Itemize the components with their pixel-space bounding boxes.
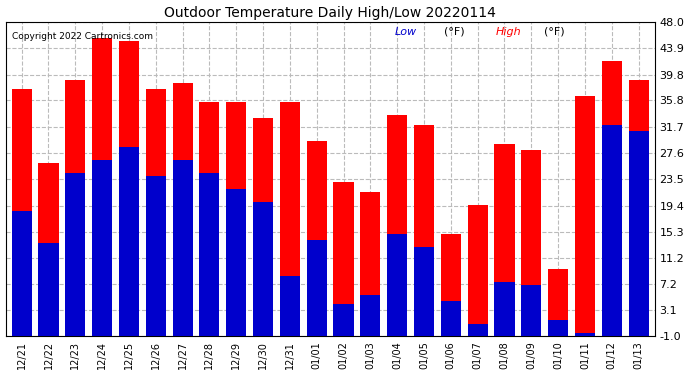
Bar — [306, 240, 327, 336]
Bar — [575, 96, 595, 336]
Text: Low: Low — [395, 27, 417, 37]
Bar — [387, 115, 407, 336]
Bar — [253, 202, 273, 336]
Bar — [333, 183, 353, 336]
Bar — [39, 163, 59, 336]
Bar — [468, 324, 488, 336]
Bar — [66, 173, 86, 336]
Bar — [521, 150, 542, 336]
Bar — [495, 282, 515, 336]
Bar — [548, 269, 568, 336]
Bar — [253, 118, 273, 336]
Bar — [575, 333, 595, 336]
Bar — [306, 141, 327, 336]
Bar — [119, 147, 139, 336]
Bar — [629, 80, 649, 336]
Text: (°F): (°F) — [444, 27, 464, 37]
Bar — [12, 90, 32, 336]
Bar — [119, 41, 139, 336]
Bar — [602, 61, 622, 336]
Bar — [39, 243, 59, 336]
Bar — [387, 234, 407, 336]
Bar — [441, 234, 461, 336]
Bar — [146, 176, 166, 336]
Text: High: High — [495, 27, 521, 37]
Bar — [226, 102, 246, 336]
Bar — [12, 211, 32, 336]
Bar — [92, 160, 112, 336]
Bar — [92, 38, 112, 336]
Bar — [468, 205, 488, 336]
Bar — [360, 295, 380, 336]
Bar — [441, 301, 461, 336]
Title: Outdoor Temperature Daily High/Low 20220114: Outdoor Temperature Daily High/Low 20220… — [164, 6, 496, 20]
Bar — [360, 192, 380, 336]
Bar — [280, 276, 300, 336]
Bar — [146, 90, 166, 336]
Bar — [199, 173, 219, 336]
Bar — [495, 144, 515, 336]
Text: (°F): (°F) — [544, 27, 565, 37]
Bar — [199, 102, 219, 336]
Bar — [333, 304, 353, 336]
Bar — [172, 83, 193, 336]
Bar — [602, 125, 622, 336]
Bar — [521, 285, 542, 336]
Bar — [414, 125, 434, 336]
Bar — [548, 320, 568, 336]
Bar — [66, 80, 86, 336]
Bar — [172, 160, 193, 336]
Bar — [629, 131, 649, 336]
Bar — [414, 247, 434, 336]
Bar — [280, 102, 300, 336]
Text: Copyright 2022 Cartronics.com: Copyright 2022 Cartronics.com — [12, 32, 153, 40]
Bar — [226, 189, 246, 336]
